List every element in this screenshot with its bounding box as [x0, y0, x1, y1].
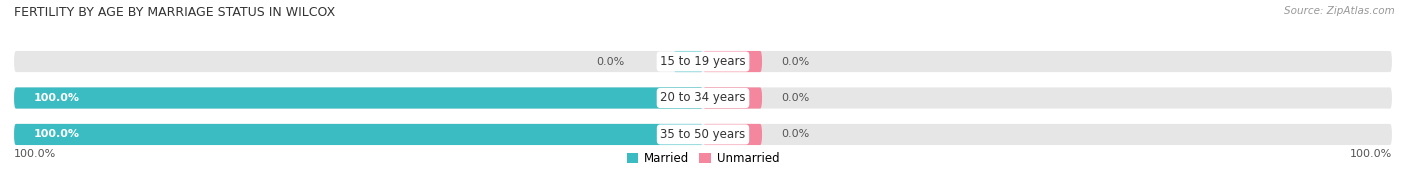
Text: 0.0%: 0.0%: [782, 130, 810, 140]
FancyBboxPatch shape: [14, 124, 703, 145]
Text: 0.0%: 0.0%: [596, 56, 624, 66]
Text: 100.0%: 100.0%: [1350, 149, 1392, 159]
FancyBboxPatch shape: [703, 124, 762, 145]
Text: 100.0%: 100.0%: [34, 93, 80, 103]
Text: Source: ZipAtlas.com: Source: ZipAtlas.com: [1284, 6, 1395, 16]
FancyBboxPatch shape: [673, 51, 703, 72]
Text: 100.0%: 100.0%: [14, 149, 56, 159]
FancyBboxPatch shape: [14, 87, 1392, 109]
Text: 15 to 19 years: 15 to 19 years: [661, 55, 745, 68]
Legend: Married, Unmarried: Married, Unmarried: [627, 152, 779, 165]
Text: 35 to 50 years: 35 to 50 years: [661, 128, 745, 141]
Text: 0.0%: 0.0%: [782, 93, 810, 103]
Text: 0.0%: 0.0%: [782, 56, 810, 66]
FancyBboxPatch shape: [14, 87, 703, 109]
Text: 20 to 34 years: 20 to 34 years: [661, 92, 745, 104]
FancyBboxPatch shape: [703, 51, 762, 72]
Text: FERTILITY BY AGE BY MARRIAGE STATUS IN WILCOX: FERTILITY BY AGE BY MARRIAGE STATUS IN W…: [14, 6, 335, 19]
FancyBboxPatch shape: [14, 51, 1392, 72]
FancyBboxPatch shape: [14, 124, 1392, 145]
FancyBboxPatch shape: [703, 87, 762, 109]
Text: 100.0%: 100.0%: [34, 130, 80, 140]
